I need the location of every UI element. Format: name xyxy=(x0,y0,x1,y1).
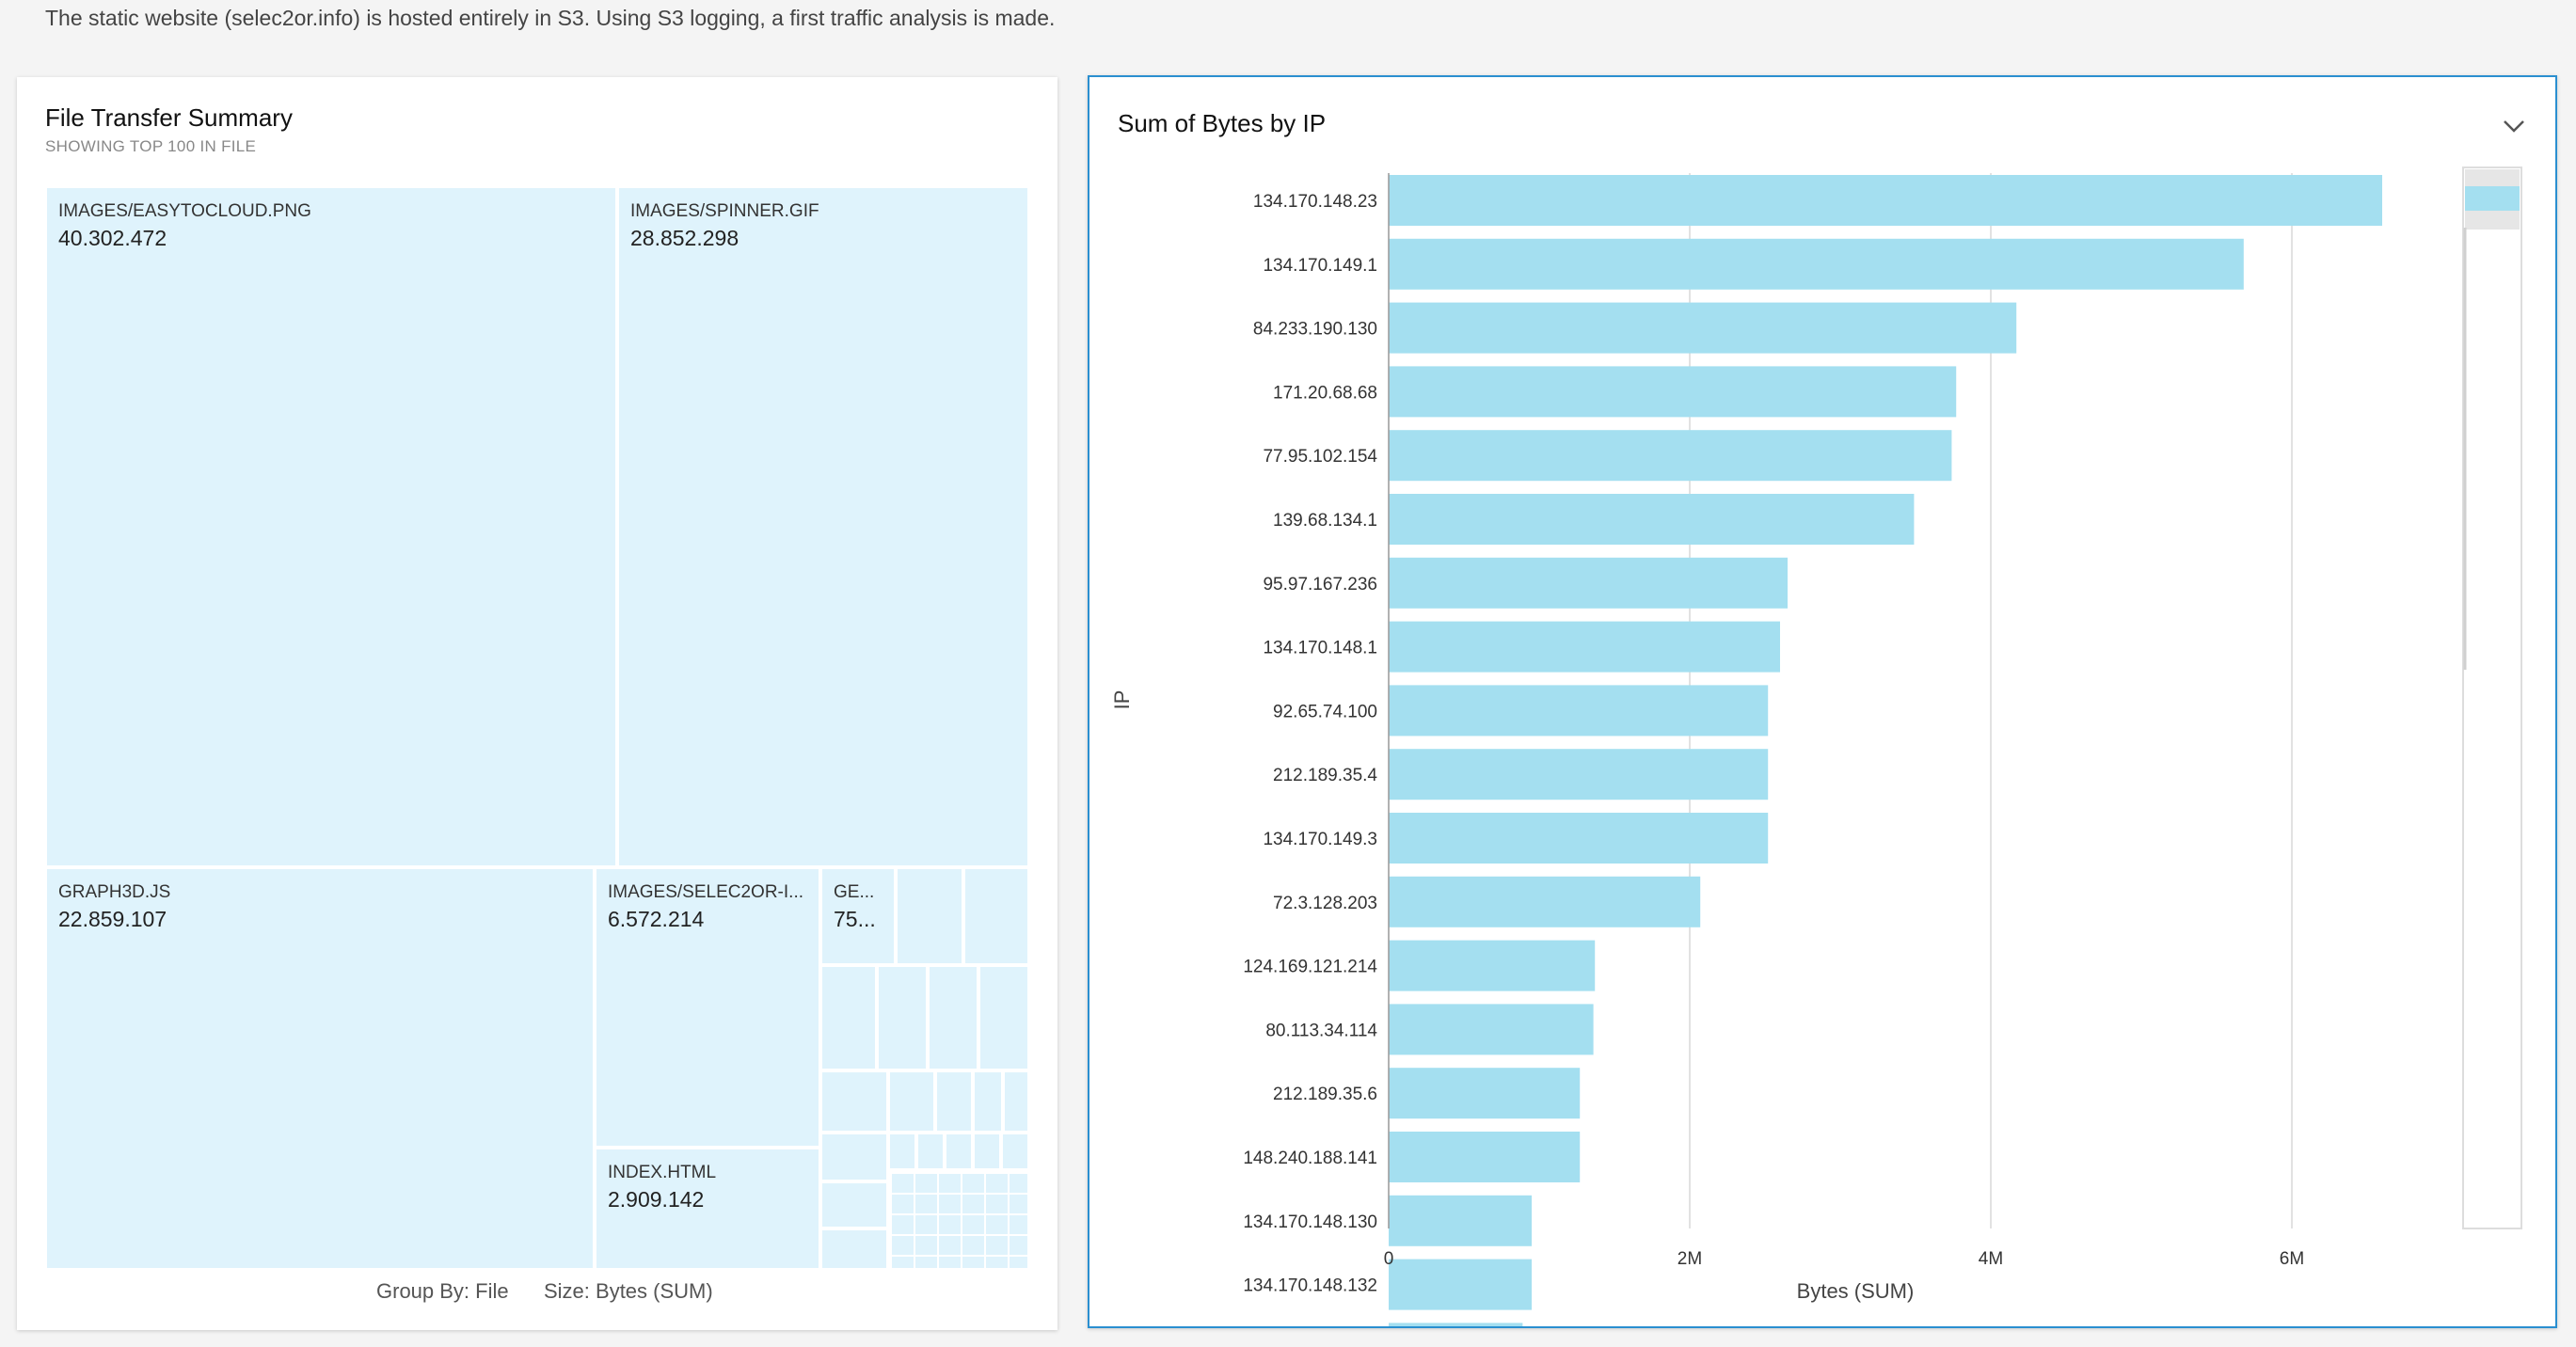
bar[interactable] xyxy=(1389,813,1769,864)
y-tick-label: 72.3.128.203 xyxy=(1273,894,1377,913)
treemap-tile[interactable] xyxy=(820,1228,888,1270)
bar[interactable] xyxy=(1389,238,2244,290)
y-tick-label: 77.95.102.154 xyxy=(1263,447,1377,467)
tile-label: IMAGES/SPINNER.GIF xyxy=(630,201,819,221)
bar[interactable] xyxy=(1389,1259,1532,1310)
treemap-tile[interactable] xyxy=(896,867,963,965)
y-tick-label: 148.240.188.141 xyxy=(1243,1149,1377,1168)
tile-label: IMAGES/EASYTOCLOUD.PNG xyxy=(58,201,311,221)
x-tick-label: 6M xyxy=(2280,1249,2304,1269)
treemap-tile[interactable] xyxy=(820,1133,888,1181)
treemap-tile[interactable]: GE... 75... xyxy=(820,867,896,965)
y-tick-label: 134.170.149.3 xyxy=(1263,830,1377,849)
bar[interactable] xyxy=(1389,430,1952,482)
y-tick-label: 134.170.148.132 xyxy=(1243,1276,1377,1296)
x-tick-label: 0 xyxy=(1384,1249,1394,1269)
bar[interactable] xyxy=(1389,876,1701,927)
treemap-tile[interactable] xyxy=(978,965,1029,1070)
y-tick-label: 95.97.167.236 xyxy=(1263,575,1377,594)
treemap-tile[interactable] xyxy=(945,1133,973,1170)
scroll-overview[interactable] xyxy=(2462,166,2522,1229)
x-axis-title: Bytes (SUM) xyxy=(1797,1279,1915,1303)
y-tick-label: 212.189.35.6 xyxy=(1273,1085,1377,1104)
treemap-tile[interactable] xyxy=(973,1070,1003,1133)
bar[interactable] xyxy=(1389,1323,1523,1326)
bar[interactable] xyxy=(1389,749,1769,800)
treemap-tile[interactable]: IMAGES/SELEC2OR-I... 6.572.214 xyxy=(595,867,820,1148)
x-tick-label: 2M xyxy=(1678,1249,1702,1269)
treemap-tile[interactable] xyxy=(877,965,928,1070)
tile-label: GE... xyxy=(834,882,875,902)
treemap-tile[interactable]: IMAGES/EASYTOCLOUD.PNG 40.302.472 xyxy=(45,186,617,867)
bar[interactable] xyxy=(1389,1132,1581,1182)
treemap-tile[interactable] xyxy=(820,1181,888,1228)
treemap-tile[interactable] xyxy=(820,965,877,1070)
treemap-title: File Transfer Summary xyxy=(45,103,293,132)
treemap-tile[interactable] xyxy=(1001,1133,1029,1170)
tile-label: INDEX.HTML xyxy=(608,1163,717,1182)
tile-value: 22.859.107 xyxy=(58,907,167,931)
y-tick-label: 92.65.74.100 xyxy=(1273,702,1377,721)
bar[interactable] xyxy=(1389,1195,1532,1246)
y-tick-label: 134.170.148.23 xyxy=(1253,192,1377,212)
treemap-tile[interactable] xyxy=(916,1133,945,1170)
treemap-tile[interactable] xyxy=(820,1070,888,1133)
treemap-tile[interactable] xyxy=(888,1070,935,1133)
chevron-down-icon[interactable] xyxy=(2501,113,2527,139)
treemap-tile[interactable] xyxy=(963,867,1029,965)
size-by-label: Size: Bytes (SUM) xyxy=(544,1279,713,1303)
treemap-tile[interactable]: GRAPH3D.JS 22.859.107 xyxy=(45,867,595,1270)
bar[interactable] xyxy=(1389,175,2382,226)
y-tick-label: 171.20.68.68 xyxy=(1273,383,1377,403)
file-transfer-summary-panel: File Transfer Summary SHOWING TOP 100 IN… xyxy=(17,77,1057,1330)
treemap-tile[interactable] xyxy=(935,1070,973,1133)
treemap-tile[interactable] xyxy=(928,965,978,1070)
y-tick-label: 139.68.134.1 xyxy=(1273,511,1377,531)
tile-value: 6.572.214 xyxy=(608,907,705,931)
treemap-tile[interactable]: IMAGES/SPINNER.GIF 28.852.298 xyxy=(617,186,1029,867)
treemap-subtitle: SHOWING TOP 100 IN FILE xyxy=(45,137,257,155)
tile-value: 28.852.298 xyxy=(630,226,739,250)
treemap-tile[interactable] xyxy=(888,1133,916,1170)
treemap-area: IMAGES/EASYTOCLOUD.PNG 40.302.472 IMAGES… xyxy=(45,186,1048,1270)
bar-chart-plot: 134.170.148.23 134.170.149.1 84.233.190.13… xyxy=(1110,166,2522,1326)
bar[interactable] xyxy=(1389,494,1915,545)
tile-value: 2.909.142 xyxy=(608,1187,705,1212)
bar[interactable] xyxy=(1389,940,1596,991)
bar-chart-title: Sum of Bytes by IP xyxy=(1118,109,1327,137)
bar[interactable] xyxy=(1389,1068,1581,1119)
bar[interactable] xyxy=(1389,557,1788,609)
tile-label: GRAPH3D.JS xyxy=(58,882,171,902)
y-tick-label: 124.169.121.214 xyxy=(1243,958,1377,977)
tile-value: 40.302.472 xyxy=(58,226,167,250)
treemap-tile[interactable] xyxy=(1003,1070,1029,1133)
y-tick-label: 80.113.34.114 xyxy=(1265,1021,1377,1040)
x-tick-label: 4M xyxy=(1979,1249,2003,1269)
y-tick-label: 134.170.148.130 xyxy=(1243,1212,1377,1232)
treemap-tile-cluster[interactable] xyxy=(888,1170,1029,1270)
y-tick-label: 84.233.190.130 xyxy=(1253,320,1377,340)
bar[interactable] xyxy=(1389,366,1957,418)
treemap-tile[interactable] xyxy=(973,1133,1001,1170)
page-caption: The static website (selec2or.info) is ho… xyxy=(45,6,1056,30)
y-tick-label: 134.170.149.1 xyxy=(1263,256,1377,276)
y-axis-title: IP xyxy=(1110,690,1134,710)
bar[interactable] xyxy=(1389,685,1769,737)
tile-label: IMAGES/SELEC2OR-I... xyxy=(608,882,803,902)
group-by-label: Group By: File xyxy=(376,1279,509,1303)
tile-value: 75... xyxy=(834,907,876,931)
y-tick-label: 212.189.35.4 xyxy=(1273,766,1377,785)
y-tick-label: 134.170.148.1 xyxy=(1263,639,1377,658)
bar[interactable] xyxy=(1389,621,1780,673)
sum-of-bytes-by-ip-panel: Sum of Bytes by IP 134.170.148.23 134.170… xyxy=(1088,75,2557,1328)
treemap-tile[interactable]: INDEX.HTML 2.909.142 xyxy=(595,1148,820,1270)
bar[interactable] xyxy=(1389,302,2017,354)
bar[interactable] xyxy=(1389,1004,1594,1055)
